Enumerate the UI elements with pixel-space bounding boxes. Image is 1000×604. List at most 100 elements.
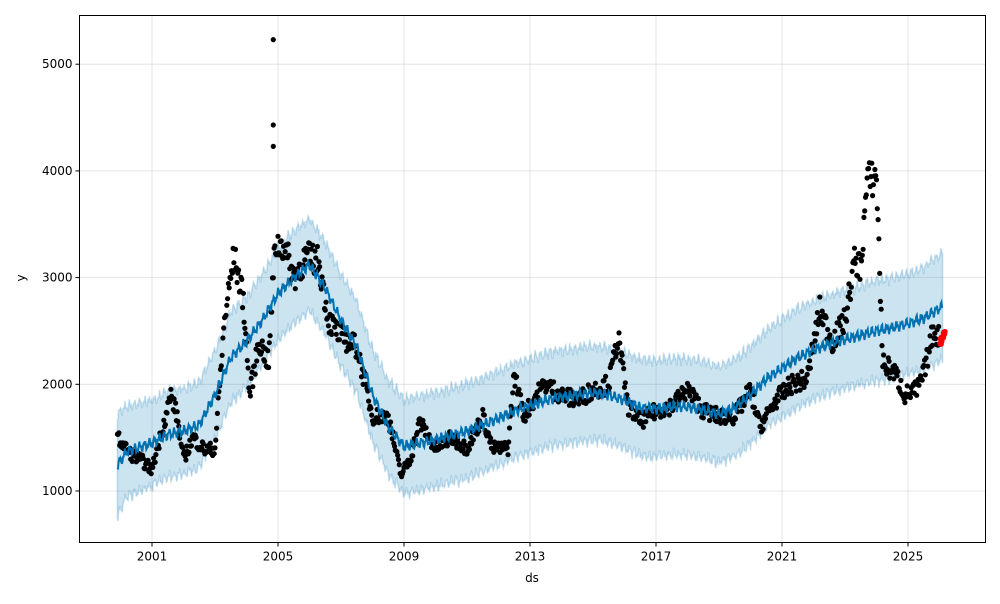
observed-point bbox=[592, 380, 599, 386]
observed-point bbox=[270, 122, 276, 128]
observed-point bbox=[145, 457, 151, 463]
observed-point bbox=[739, 408, 745, 414]
x-tick-label: 2005 bbox=[263, 550, 294, 564]
observed-point bbox=[292, 286, 298, 292]
observed-point bbox=[336, 337, 342, 343]
observed-point bbox=[874, 206, 880, 212]
observed-point bbox=[150, 464, 156, 470]
observed-point bbox=[395, 452, 401, 458]
observed-point bbox=[807, 365, 814, 371]
observed-point bbox=[916, 382, 922, 388]
observed-point bbox=[256, 341, 262, 347]
observed-point bbox=[156, 445, 162, 451]
observed-point bbox=[785, 375, 791, 381]
observed-point bbox=[211, 451, 217, 457]
observed-point bbox=[851, 245, 858, 251]
observed-point bbox=[844, 305, 851, 311]
observed-point bbox=[640, 424, 647, 430]
observed-point bbox=[469, 441, 475, 447]
observed-point bbox=[667, 397, 673, 403]
y-tick-label: 5000 bbox=[42, 57, 73, 71]
observed-point bbox=[870, 182, 877, 188]
observed-point bbox=[799, 368, 805, 374]
observed-point bbox=[225, 280, 231, 287]
observed-point bbox=[853, 255, 859, 261]
observed-point bbox=[827, 332, 833, 338]
observed-point bbox=[369, 412, 375, 418]
observed-point bbox=[861, 214, 867, 220]
observed-point bbox=[804, 371, 810, 377]
observed-point bbox=[812, 338, 818, 344]
observed-point bbox=[290, 265, 296, 271]
observed-point bbox=[123, 441, 129, 447]
observed-point bbox=[870, 193, 876, 199]
observed-point bbox=[930, 324, 936, 330]
observed-point bbox=[488, 435, 494, 441]
observed-point bbox=[848, 284, 854, 290]
x-tick-label: 2009 bbox=[389, 550, 420, 564]
observed-point bbox=[921, 362, 927, 369]
observed-point bbox=[782, 382, 788, 388]
observed-point bbox=[343, 339, 349, 345]
observed-point bbox=[329, 331, 335, 337]
observed-point bbox=[236, 267, 242, 273]
y-tick-label: 3000 bbox=[42, 271, 73, 285]
observed-point bbox=[231, 260, 237, 266]
observed-point bbox=[234, 279, 240, 286]
observed-point bbox=[408, 458, 414, 464]
observed-point bbox=[225, 296, 231, 302]
observed-point bbox=[258, 349, 265, 355]
observed-point bbox=[830, 347, 836, 353]
observed-point bbox=[266, 340, 272, 346]
x-tick-label: 2025 bbox=[893, 550, 924, 564]
observed-point bbox=[859, 252, 865, 258]
observed-point bbox=[576, 401, 582, 407]
observed-point bbox=[174, 409, 180, 415]
observed-point bbox=[514, 374, 520, 380]
observed-point bbox=[214, 410, 220, 416]
observed-point bbox=[385, 412, 391, 418]
observed-point bbox=[180, 444, 186, 450]
observed-point bbox=[756, 414, 762, 420]
observed-point bbox=[877, 298, 884, 304]
observed-point bbox=[518, 392, 524, 398]
observed-point bbox=[162, 422, 168, 428]
observed-point bbox=[933, 336, 939, 342]
observed-point bbox=[887, 375, 893, 381]
observed-point bbox=[252, 371, 258, 377]
observed-point bbox=[801, 384, 807, 390]
observed-point bbox=[875, 217, 881, 223]
observed-point bbox=[213, 437, 219, 443]
observed-point bbox=[272, 243, 278, 249]
observed-point bbox=[510, 390, 516, 396]
observed-point bbox=[220, 335, 226, 341]
observed-point bbox=[837, 323, 843, 329]
observed-point bbox=[775, 398, 781, 404]
observed-point bbox=[814, 310, 821, 316]
observed-point bbox=[873, 177, 880, 183]
observed-point bbox=[823, 315, 829, 321]
observed-point bbox=[774, 392, 780, 398]
observed-point bbox=[245, 365, 251, 371]
observed-point bbox=[241, 319, 247, 325]
observed-point bbox=[869, 160, 875, 166]
observed-point bbox=[332, 324, 338, 330]
observed-point bbox=[275, 233, 281, 239]
observed-point bbox=[876, 236, 882, 242]
observed-point bbox=[866, 165, 872, 172]
observed-point bbox=[847, 296, 854, 302]
observed-point bbox=[898, 377, 904, 383]
forecast-line bbox=[116, 258, 944, 471]
observed-point bbox=[214, 425, 220, 431]
observed-point bbox=[760, 426, 766, 432]
observed-point bbox=[492, 439, 498, 445]
x-tick-label: 2013 bbox=[515, 550, 546, 564]
observed-point bbox=[788, 391, 795, 397]
observed-point bbox=[844, 318, 850, 324]
observed-point bbox=[186, 449, 192, 455]
observed-point bbox=[747, 381, 753, 388]
observed-point bbox=[458, 441, 464, 447]
observed-point bbox=[651, 416, 658, 422]
observed-point bbox=[626, 412, 632, 418]
observed-point bbox=[228, 275, 234, 281]
